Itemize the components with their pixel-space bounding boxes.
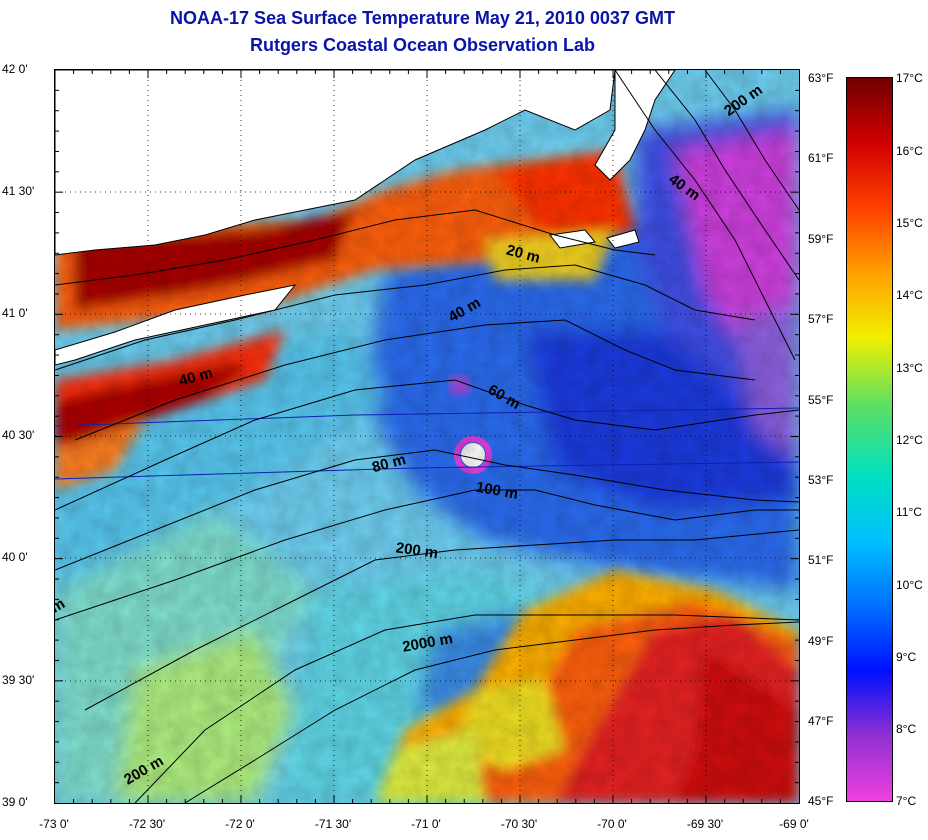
lon-label: -70 0' (597, 817, 627, 831)
temperature-colorbar (846, 77, 893, 802)
lat-label: 39 30' (2, 673, 35, 687)
lat-label: 41 0' (2, 306, 28, 320)
celsius-label: 10°C (896, 578, 923, 592)
map-subtitle: Rutgers Coastal Ocean Observation Lab (249, 35, 596, 55)
sst-map[interactable]: 200 m 40 m 20 m 40 m 40 m 60 m 80 m 100 … (54, 69, 800, 804)
fahrenheit-label: 47°F (808, 714, 834, 728)
land (55, 70, 676, 366)
lat-label: 40 30' (2, 428, 35, 442)
celsius-label: 15°C (896, 216, 923, 230)
fahrenheit-label: 51°F (808, 553, 834, 567)
fahrenheit-label: 53°F (808, 473, 834, 487)
celsius-label: 12°C (896, 433, 923, 447)
depth-label: 200 m (395, 539, 439, 562)
lat-label: 40 0' (2, 550, 28, 564)
lon-label: -71 0' (411, 817, 441, 831)
fahrenheit-label: 63°F (808, 71, 834, 85)
lat-label: 42 0' (2, 62, 28, 76)
fahrenheit-label: 55°F (808, 393, 834, 407)
lon-label: -69 0' (779, 817, 809, 831)
fahrenheit-label: 49°F (808, 634, 834, 648)
transect-lines (55, 407, 799, 480)
fahrenheit-label: 61°F (808, 151, 834, 165)
celsius-label: 7°C (896, 794, 917, 808)
fahrenheit-label: 45°F (808, 794, 834, 808)
fahrenheit-label: 59°F (808, 232, 834, 246)
celsius-label: 17°C (896, 71, 923, 85)
frame-ticks (55, 70, 799, 803)
lon-label: -72 30' (128, 817, 166, 831)
celsius-label: 11°C (896, 505, 922, 519)
fahrenheit-label: 57°F (808, 312, 834, 326)
bathymetry-contours (55, 70, 799, 803)
map-title: NOAA-17 Sea Surface Temperature May 21, … (170, 8, 675, 28)
sst-map-svg: 200 m 40 m 20 m 40 m 40 m 60 m 80 m 100 … (55, 70, 799, 803)
celsius-label: 8°C (896, 722, 917, 736)
celsius-label: 13°C (896, 361, 923, 375)
lon-label: -70 30' (500, 817, 538, 831)
celsius-label: 9°C (896, 650, 917, 664)
lat-label: 39 0' (2, 795, 28, 809)
lon-label: -73 0' (39, 817, 69, 831)
celsius-label: 14°C (896, 288, 923, 302)
lon-label: -72 0' (225, 817, 255, 831)
celsius-label: 16°C (896, 144, 923, 158)
graticule (55, 70, 799, 803)
lon-label: -69 30' (686, 817, 724, 831)
lon-label: -71 30' (314, 817, 352, 831)
lat-label: 41 30' (2, 184, 35, 198)
